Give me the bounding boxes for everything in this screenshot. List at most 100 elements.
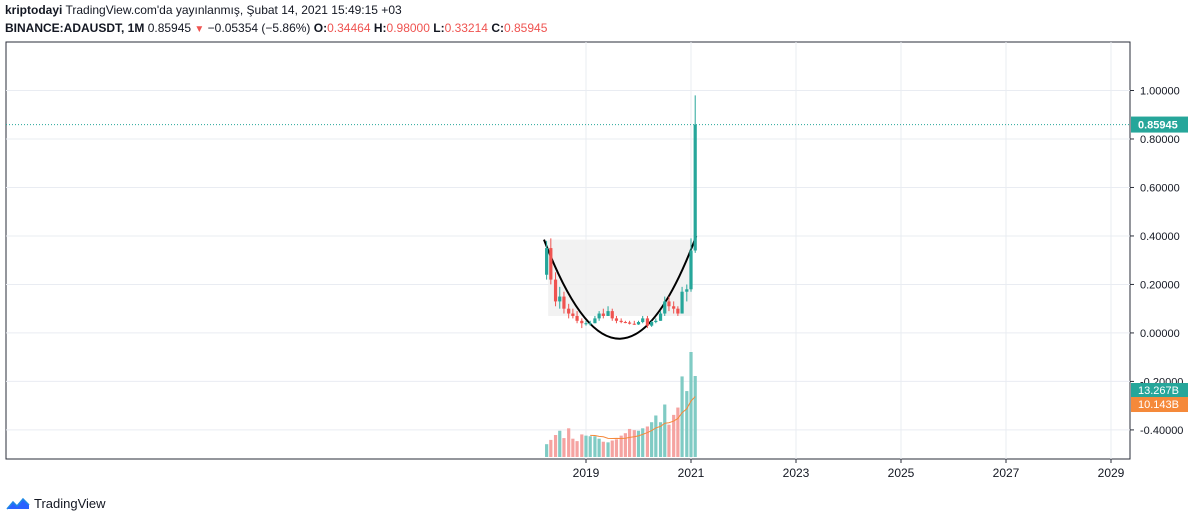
candle — [685, 284, 689, 302]
high-value: 0.98000 — [386, 21, 430, 35]
volume-bar — [597, 438, 601, 457]
candle-body — [685, 289, 689, 292]
volume-bar — [693, 376, 697, 457]
candle — [571, 308, 575, 319]
low-label: L: — [433, 21, 445, 35]
candle — [558, 286, 562, 309]
candle-body — [601, 313, 605, 316]
candle-body — [650, 322, 654, 326]
volume-bar — [623, 433, 627, 457]
volume-bar — [575, 441, 579, 457]
open-label: O: — [313, 21, 328, 35]
candle — [601, 308, 605, 319]
candle — [663, 296, 667, 316]
volume-bar — [553, 435, 558, 457]
candle — [619, 318, 623, 324]
volume-bar — [619, 435, 623, 457]
price-axis-label: 0.00000 — [1140, 328, 1180, 340]
candle — [672, 301, 676, 314]
candle — [667, 296, 671, 312]
candle-body — [562, 296, 566, 309]
close-value: 0.85945 — [503, 21, 548, 35]
candle-body — [654, 320, 658, 323]
candle — [641, 315, 645, 324]
candle-body — [558, 296, 562, 302]
price-axis-label: 0.20000 — [1140, 279, 1180, 291]
candle-body — [667, 301, 671, 307]
candle — [562, 291, 566, 314]
candle-body — [645, 318, 650, 326]
volume-ma-badge — [1131, 397, 1188, 413]
candle — [650, 320, 654, 327]
volume-bar — [667, 424, 671, 457]
volume-bar — [676, 407, 680, 457]
cup-curve — [543, 235, 698, 340]
volume-bar — [580, 434, 584, 457]
time-axis-label: 2027 — [993, 466, 1020, 480]
volume-bar — [562, 438, 566, 457]
candle-body — [689, 250, 693, 290]
candle-body — [676, 308, 680, 314]
candle — [645, 315, 650, 329]
volume-bar — [588, 436, 592, 457]
candle — [658, 311, 663, 321]
volume-bar — [689, 352, 693, 457]
chart-publish-line: kriptodayi TradingView.com'da yayınlanmı… — [5, 3, 402, 17]
candle-body — [597, 313, 601, 319]
author-name[interactable]: kriptodayi — [5, 3, 63, 17]
candle-body — [672, 306, 676, 309]
candle — [567, 303, 571, 319]
price-axis-label: 1.00000 — [1140, 85, 1180, 97]
candle-body — [606, 311, 610, 316]
candle-body — [623, 322, 627, 324]
candle — [693, 95, 697, 253]
candle — [545, 240, 549, 280]
candle — [676, 306, 680, 316]
candle — [654, 318, 658, 324]
candle-body — [632, 323, 636, 325]
tradingview-logo-icon[interactable] — [6, 497, 30, 511]
candle-body — [641, 318, 645, 323]
footer: TradingView — [6, 496, 106, 511]
footer-brand[interactable]: TradingView — [34, 496, 106, 511]
time-axis-label: 2019 — [573, 466, 600, 480]
volume-bar — [593, 436, 597, 457]
volume-bar — [636, 430, 641, 457]
volume-bar — [601, 441, 605, 457]
symbol-label[interactable]: BINANCE:ADAUSDT, 1M — [5, 21, 145, 35]
volume-ma-badge-label: 10.143B — [1138, 399, 1179, 411]
candle — [636, 320, 641, 325]
candle — [606, 306, 610, 316]
candle-body — [658, 313, 663, 321]
volume-bar — [610, 440, 614, 457]
volume-bar — [680, 376, 684, 457]
candle — [614, 315, 619, 324]
candle-body — [575, 315, 579, 321]
candle — [593, 315, 597, 324]
last-price: 0.85945 — [147, 21, 192, 35]
candle-body — [588, 323, 592, 325]
candle-body — [553, 279, 558, 302]
candle — [689, 238, 693, 292]
last-price-badge — [1131, 116, 1188, 133]
price-axis-label: 0.80000 — [1140, 134, 1180, 146]
plot-frame — [5, 41, 1131, 460]
volume-badge — [1131, 383, 1188, 399]
candle-body — [614, 318, 619, 321]
candle-body — [567, 308, 571, 314]
volume-bar — [641, 428, 645, 457]
volume-bar — [614, 439, 619, 457]
candle — [627, 320, 632, 325]
candle — [597, 311, 601, 321]
time-axis-label: 2021 — [678, 466, 705, 480]
close-label: C: — [491, 21, 504, 35]
price-axis-label: 0.40000 — [1140, 231, 1180, 243]
down-triangle-icon: ▼ — [194, 24, 205, 35]
candle-body — [593, 318, 597, 324]
price-axis-label: -0.40000 — [1140, 425, 1183, 437]
candle-body — [636, 322, 641, 325]
candle — [632, 320, 636, 325]
time-axis-label: 2025 — [888, 466, 915, 480]
volume-bar — [549, 439, 553, 457]
